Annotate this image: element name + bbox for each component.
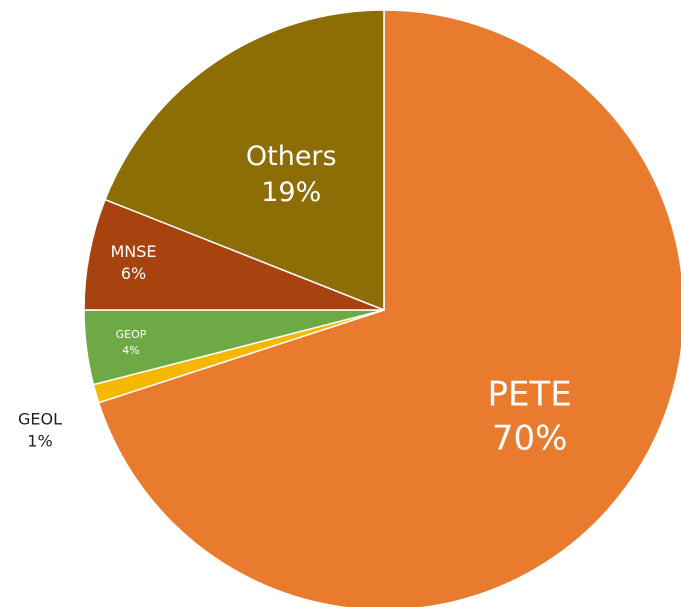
- pie-slice-others: [104, 9, 385, 312]
- slice-percent-others: 19%: [261, 177, 321, 208]
- slice-percent-geol: 1%: [27, 432, 52, 451]
- slice-name-geol: GEOL: [18, 410, 62, 429]
- slice-name-mnse: MNSE: [110, 242, 156, 261]
- slice-percent-pete: 70%: [492, 419, 568, 459]
- slice-label-geop: GEOP 4%: [116, 328, 147, 357]
- slice-name-geop: GEOP: [116, 328, 147, 341]
- slice-label-others: Others 19%: [246, 141, 337, 208]
- slice-name-others: Others: [246, 141, 337, 172]
- slice-label-mnse: MNSE 6%: [110, 242, 156, 283]
- slice-percent-mnse: 6%: [121, 264, 146, 283]
- slice-name-pete: PETE: [487, 375, 571, 415]
- slice-percent-geop: 4%: [122, 344, 139, 357]
- slice-label-geol: GEOL 1%: [18, 410, 62, 451]
- pie-slice-pete: [97, 9, 681, 607]
